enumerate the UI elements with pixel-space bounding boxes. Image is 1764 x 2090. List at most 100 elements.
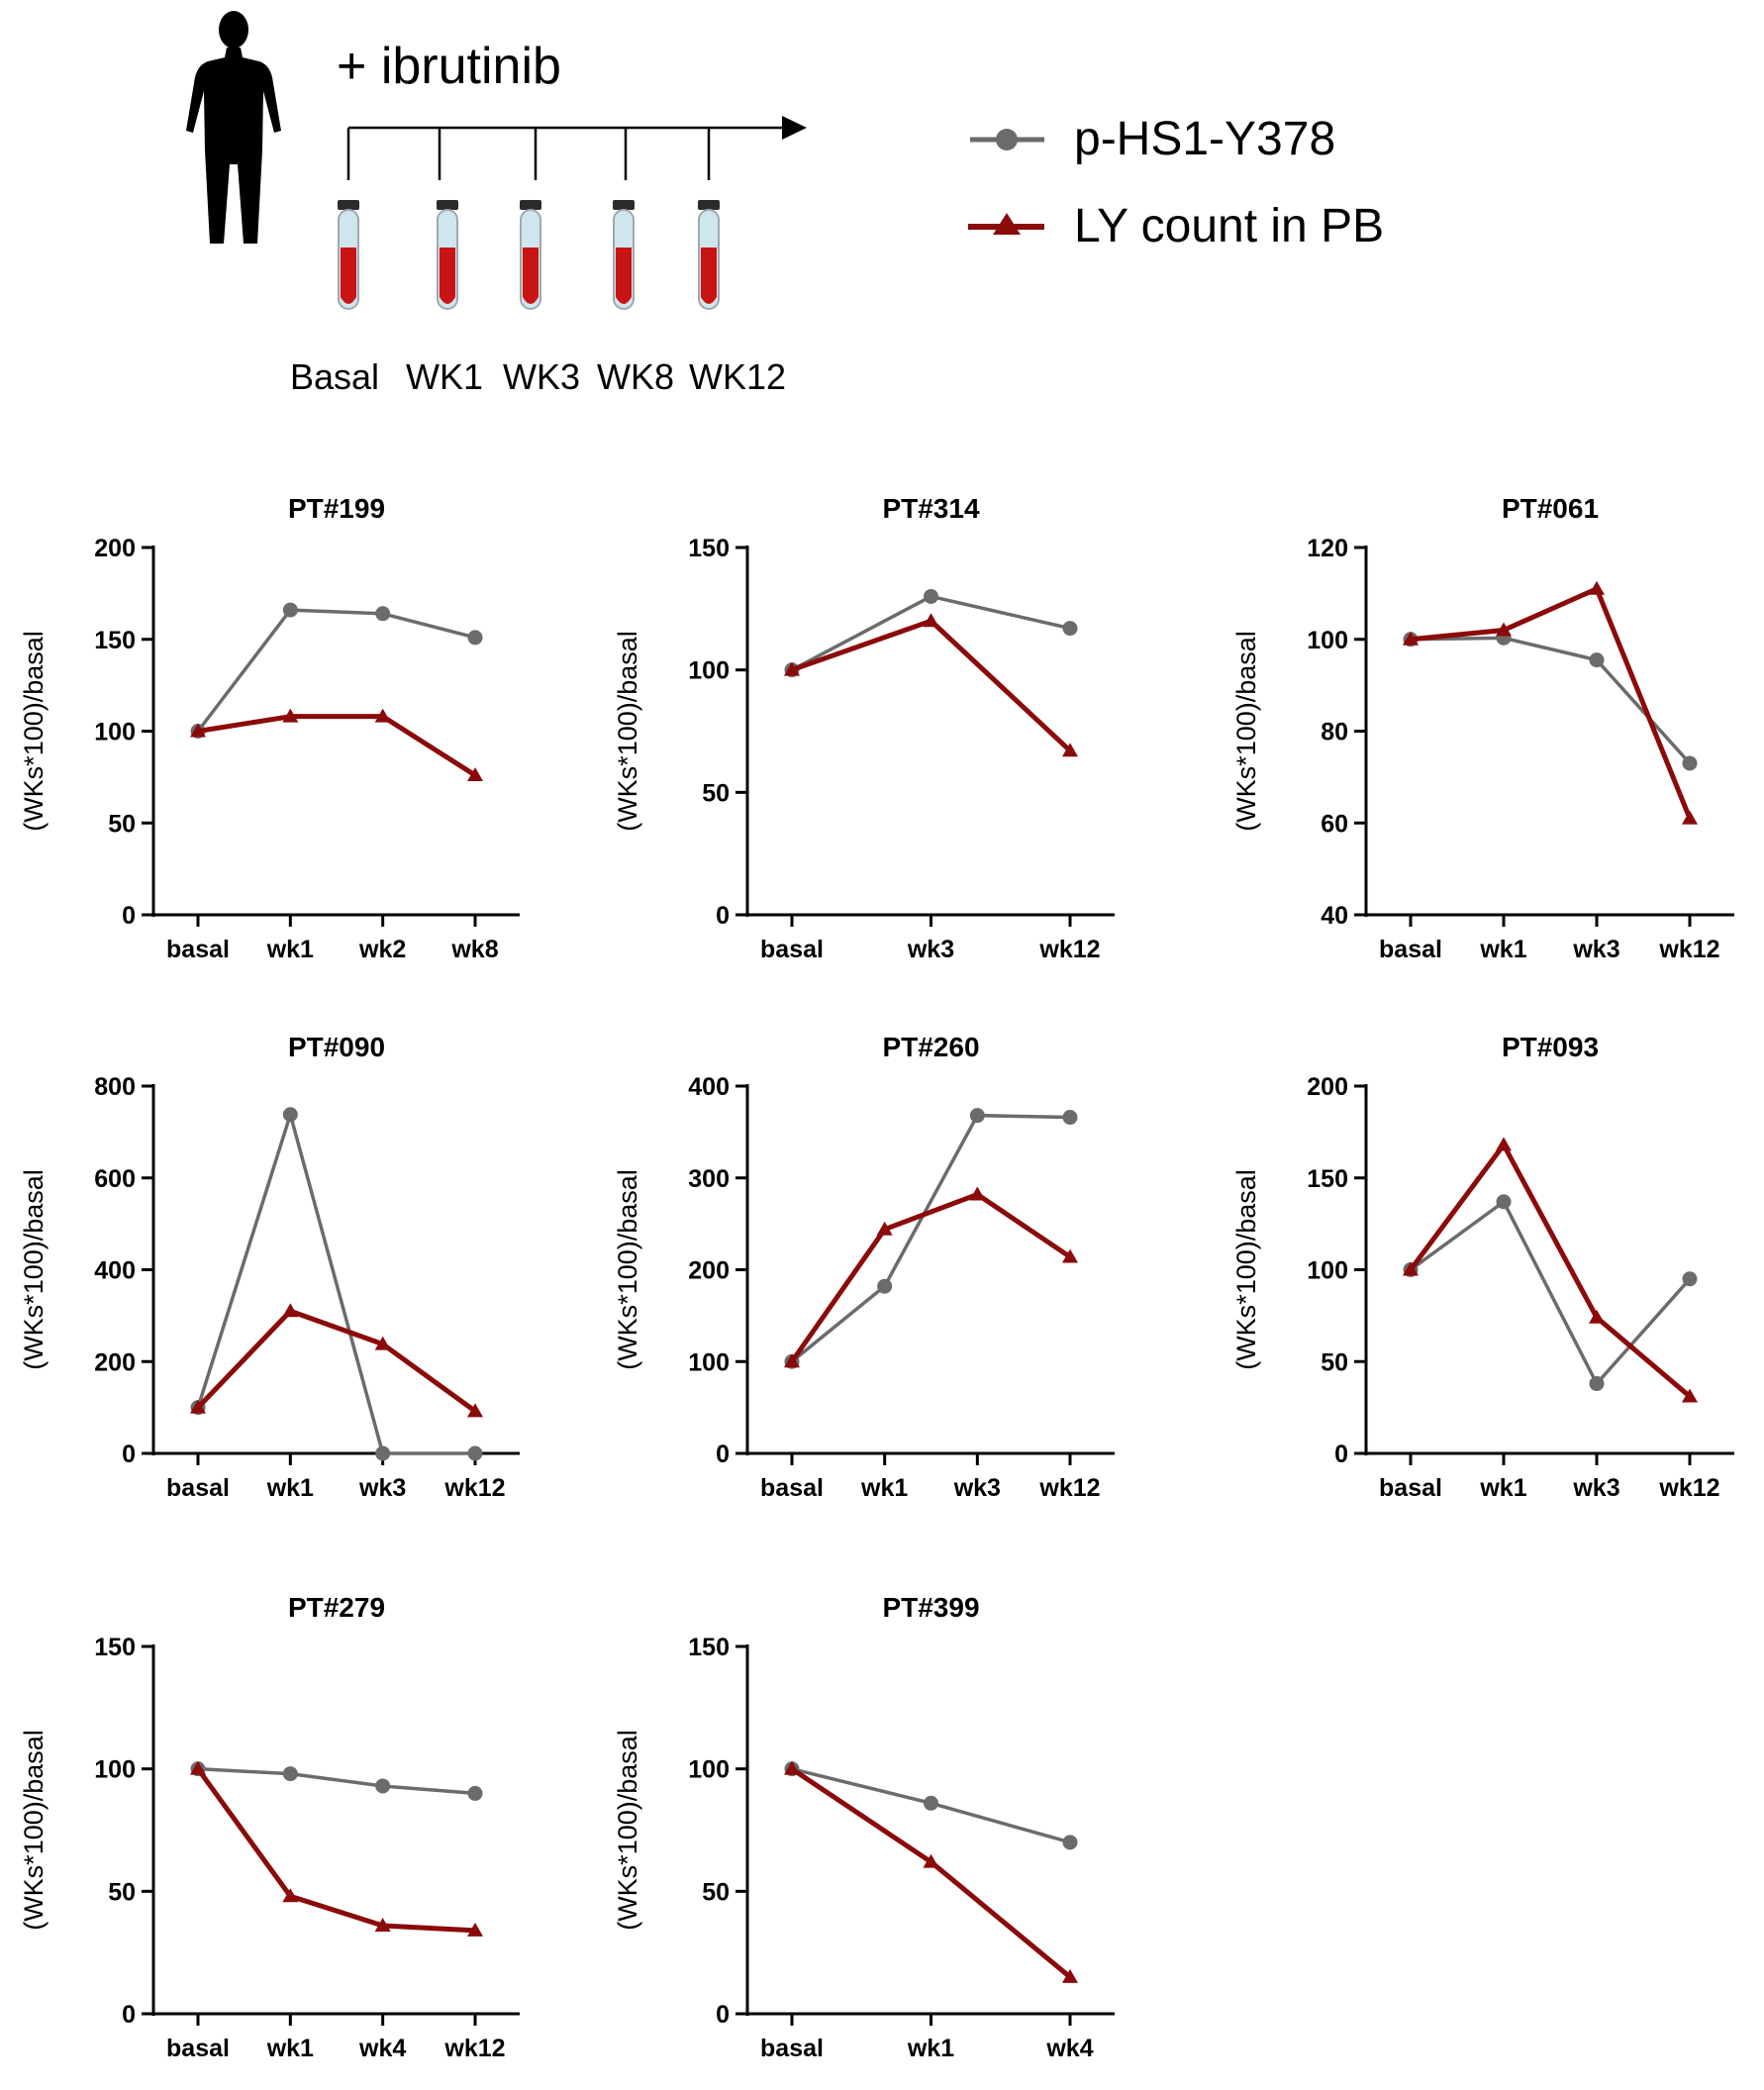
x-tick-label: wk3 [358, 1474, 406, 1502]
legend-label-phs1: p-HS1-Y378 [1074, 113, 1335, 165]
point-ly [923, 1853, 939, 1868]
chart-title: PT#199 [288, 493, 385, 524]
timepoint-label: WK12 [689, 356, 786, 397]
y-tick-label: 200 [94, 1348, 136, 1376]
schematic: + ibrutinib Basal WK1 WK3 WK8 WK12 [186, 11, 807, 397]
y-tick-label: 80 [1321, 719, 1348, 746]
point-phs1 [924, 1795, 938, 1811]
chart-pt090: PT#090 0 200 400 600 800 basal wk1 wk3 wk12 (WKs*1… [19, 1032, 520, 1502]
y-tick-label: 400 [94, 1257, 136, 1285]
y-axis-label: (WKs*100)/basal [1231, 631, 1261, 832]
point-ly [1496, 1137, 1512, 1151]
point-phs1 [375, 1778, 391, 1794]
x-tick-label: basal [760, 2035, 824, 2062]
point-ly [876, 1221, 893, 1236]
x-tick-label: wk4 [358, 2035, 406, 2062]
legend-label-ly: LY count in PB [1074, 200, 1384, 252]
series-line-ly [195, 1767, 476, 1934]
legend-circle-icon [996, 129, 1018, 150]
point-ly [969, 1186, 986, 1201]
point-phs1 [467, 1785, 483, 1801]
chart-title: PT#090 [288, 1032, 385, 1062]
timepoint-label: WK1 [406, 356, 483, 397]
y-tick-label: 150 [94, 1634, 136, 1661]
point-ly [282, 1888, 299, 1903]
y-tick-label: 50 [1321, 1348, 1348, 1376]
x-tick-label: wk1 [266, 2035, 314, 2062]
series-line-ly [1408, 1142, 1692, 1399]
legend: p-HS1-Y378 LY count in PB [968, 113, 1384, 252]
y-tick-label: 0 [122, 902, 136, 930]
y-tick-label: 100 [688, 1756, 730, 1784]
y-tick-label: 50 [108, 1878, 136, 1906]
series-line-ly [196, 1308, 477, 1414]
y-tick-label: 100 [688, 657, 730, 685]
y-tick-label: 150 [688, 535, 730, 562]
y-tick-label: 200 [94, 535, 136, 562]
y-axis-label: (WKs*100)/basal [1231, 1169, 1261, 1370]
point-ly [1062, 1248, 1078, 1263]
chart-title: PT#260 [882, 1032, 979, 1062]
chart-pt093: PT#093 0 50 100 150 200 basal wk1 wk3 wk12 (WKs*10… [1231, 1032, 1734, 1502]
point-phs1 [282, 1766, 298, 1782]
x-tick-label: basal [166, 936, 230, 963]
point-phs1 [1062, 1110, 1078, 1126]
y-tick-label: 200 [1307, 1073, 1348, 1101]
point-phs1 [969, 1108, 985, 1124]
point-phs1 [282, 602, 298, 618]
series-line-ly [791, 618, 1072, 753]
y-tick-label: 0 [716, 2001, 730, 2029]
treatment-label: + ibrutinib [337, 38, 561, 95]
y-tick-label: 150 [94, 627, 136, 654]
blood-tube-icon [698, 200, 720, 310]
point-ly [467, 767, 483, 782]
chart-title: PT#314 [882, 493, 979, 524]
series-line-ly [1410, 586, 1693, 820]
point-ly [282, 708, 299, 723]
chart-title: PT#279 [288, 1592, 385, 1623]
y-tick-label: 150 [688, 1634, 730, 1661]
chart-pt399: PT#399 0 50 100 150 basal wk1 wk4 (WKs*100)/basa… [613, 1592, 1115, 2062]
y-tick-label: 100 [94, 1756, 136, 1784]
chart-pt314: PT#314 0 50 100 150 basal wk3 wk12 (WKs*100)/bas… [613, 493, 1115, 963]
point-ly [1496, 622, 1512, 637]
series-line-phs1 [790, 1113, 1071, 1363]
blood-tube-icon [613, 200, 635, 310]
point-ly [1403, 631, 1419, 646]
y-tick-label: 50 [108, 810, 136, 838]
y-tick-label: 40 [1321, 902, 1348, 930]
chart-pt061: PT#061 40 60 80 100 120 basal wk1 wk3 wk12 (WKs*10… [1231, 493, 1734, 963]
chart-pt260: PT#260 0 100 200 300 400 basal wk1 wk3 wk12 (WKs*1… [613, 1032, 1115, 1502]
point-ly [374, 1336, 391, 1350]
x-tick-label: wk1 [1479, 1474, 1526, 1502]
point-ly [1062, 743, 1078, 757]
arrow-head-icon [782, 116, 807, 140]
point-phs1 [467, 1445, 483, 1461]
point-phs1 [1589, 1376, 1605, 1392]
y-axis-label: (WKs*100)/basal [613, 631, 642, 832]
x-tick-label: basal [760, 1474, 824, 1502]
y-tick-label: 100 [1307, 1257, 1348, 1285]
series-line-phs1 [196, 608, 476, 733]
x-tick-label: wk1 [860, 1474, 908, 1502]
x-tick-label: wk8 [450, 936, 498, 963]
point-phs1 [1496, 1194, 1512, 1210]
x-tick-label: basal [166, 2035, 230, 2062]
x-tick-label: wk2 [358, 936, 406, 963]
point-phs1 [1062, 621, 1078, 637]
point-phs1 [877, 1278, 893, 1294]
y-tick-label: 200 [688, 1257, 730, 1285]
point-phs1 [282, 1107, 298, 1123]
y-tick-label: 0 [122, 1441, 136, 1468]
x-tick-label: wk4 [1045, 2035, 1093, 2062]
y-tick-label: 400 [688, 1073, 730, 1101]
point-ly [1062, 1968, 1078, 1983]
y-tick-label: 100 [1307, 627, 1348, 654]
chart-title: PT#061 [1502, 493, 1599, 524]
x-tick-label: basal [760, 936, 824, 963]
y-axis-label: (WKs*100)/basal [19, 1169, 49, 1370]
y-tick-label: 600 [94, 1165, 136, 1193]
point-ly [1682, 1388, 1698, 1403]
human-silhouette-icon [186, 11, 281, 244]
x-tick-label: basal [166, 1474, 230, 1502]
